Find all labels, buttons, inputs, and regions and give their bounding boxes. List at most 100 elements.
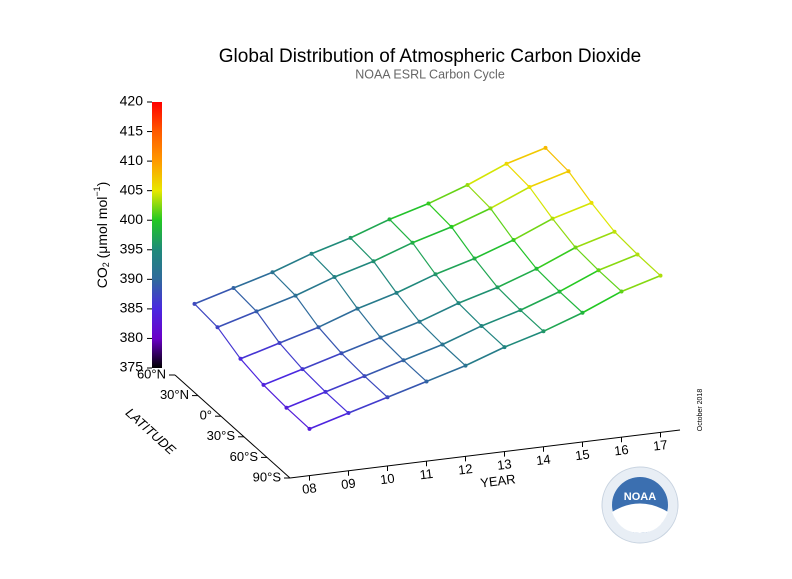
surface-edge [311, 237, 351, 255]
z-label-sup: −1 [92, 186, 102, 196]
surface-edge [403, 343, 443, 362]
surface-edge [598, 269, 622, 292]
surface-point [658, 273, 663, 278]
surface-point [456, 301, 461, 306]
surface-edge [543, 312, 583, 333]
surface-point [449, 224, 454, 229]
surface-edge [302, 368, 326, 393]
surface-edge [286, 391, 326, 409]
surface-edge [575, 230, 615, 249]
surface-point [192, 301, 197, 306]
surface-edge [350, 218, 390, 239]
surface-point [566, 169, 571, 174]
surface-edge [396, 292, 420, 323]
surface-point [472, 256, 477, 261]
surface-point [557, 289, 562, 294]
z-tick-label: 420 [120, 93, 144, 109]
x-tick-label: 10 [379, 471, 395, 488]
surface-edge [403, 359, 427, 382]
surface-point [504, 161, 509, 166]
surface-point [307, 426, 312, 431]
surface-point [300, 367, 305, 372]
surface-point [534, 266, 539, 271]
y-tick-label: 60°N [137, 366, 166, 381]
surface-point [612, 229, 617, 234]
noaa-logo: NOAA [601, 466, 679, 544]
z-tick-label: 410 [120, 152, 144, 168]
surface-edge [467, 162, 507, 186]
surface-edge [295, 295, 319, 328]
surface-point [371, 259, 376, 264]
surface-point [293, 293, 298, 298]
surface-point [378, 335, 383, 340]
surface-edge [295, 276, 335, 297]
surface-edge [318, 307, 358, 328]
surface-point [270, 270, 275, 275]
surface-edge [529, 186, 553, 220]
surface-edge [389, 218, 413, 244]
surface-point [238, 356, 243, 361]
surface-point [440, 342, 445, 347]
surface-edge [233, 271, 273, 289]
surface-edge [451, 226, 475, 259]
surface-edge [194, 287, 234, 305]
surface-edge [465, 346, 505, 367]
surface-edge [279, 342, 303, 370]
surface-edge [559, 291, 583, 314]
surface-edge [474, 239, 514, 260]
surface-edge [387, 380, 427, 398]
surface-point [495, 285, 500, 290]
surface-edge [256, 294, 296, 313]
surface-point [410, 240, 415, 245]
surface-edge [302, 352, 342, 370]
surface-edge [458, 302, 482, 327]
surface-point [332, 275, 337, 280]
surface-point [502, 345, 507, 350]
surface-edge [357, 308, 381, 338]
surface-point [362, 374, 367, 379]
surface-edge [318, 326, 342, 354]
surface-point [401, 358, 406, 363]
surface-point [323, 389, 328, 394]
surface-edge [263, 384, 287, 409]
surface-edge [481, 325, 505, 348]
surface-edge [559, 269, 599, 293]
surface-point [465, 183, 470, 187]
x-tick-label: 17 [652, 437, 668, 454]
surface-edge [325, 391, 349, 414]
surface-edge [552, 202, 592, 220]
surface-edge [490, 186, 530, 210]
surface-edge [442, 344, 466, 367]
surface-edge [435, 273, 459, 304]
surface-edge [309, 412, 349, 430]
z-tick-label: 390 [120, 270, 144, 286]
surface-point [261, 382, 266, 387]
surface-edge [373, 241, 413, 262]
surface-point [426, 201, 431, 206]
surface-point [346, 411, 351, 416]
surface-edge [442, 325, 482, 346]
surface-point [394, 290, 399, 295]
z-tick-label: 395 [120, 240, 144, 256]
surface-edge [419, 321, 443, 345]
surface-point [596, 268, 601, 273]
surface-edge [552, 218, 576, 248]
surface-edge [334, 276, 358, 310]
surface-edge [217, 326, 241, 360]
y-tick-label: 30°N [160, 387, 189, 402]
surface-point [511, 237, 516, 242]
surface-point [479, 323, 484, 328]
z-label-unit: (μmol mol [94, 197, 110, 263]
surface-point [635, 252, 640, 257]
surface-edge [364, 375, 388, 398]
z-tick-label: 385 [120, 300, 144, 316]
surface-point [573, 245, 578, 250]
surface-edge [272, 252, 312, 273]
surface-edge [233, 287, 257, 312]
surface-point [284, 405, 289, 410]
surface [192, 145, 663, 431]
surface-edge [194, 303, 218, 328]
surface-point [339, 351, 344, 356]
surface-point [433, 272, 438, 277]
surface-edge [520, 290, 560, 311]
